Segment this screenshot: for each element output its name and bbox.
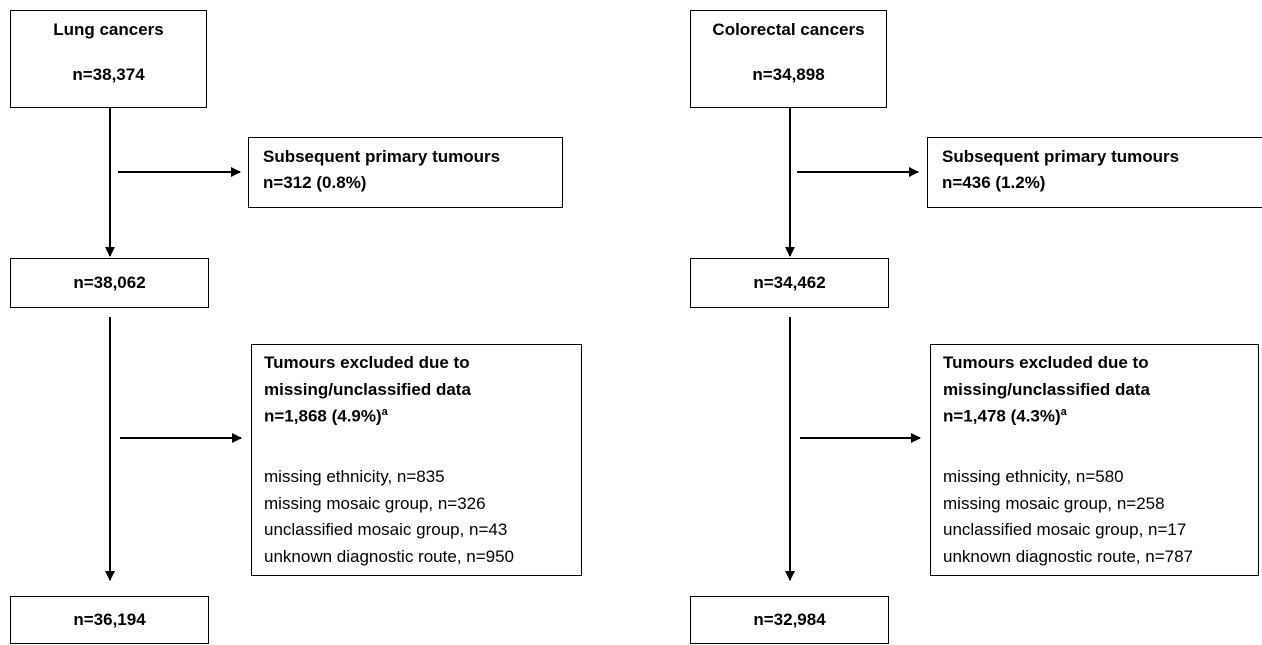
final-box: n=32,984 <box>690 596 889 644</box>
excluded-reason: unclassified mosaic group, n=17 <box>943 520 1187 539</box>
excluded-title: Tumours excluded due to <box>943 353 1149 372</box>
excluded-box: Tumours excluded due to missing/unclassif… <box>251 344 582 576</box>
excluded-reason: missing ethnicity, n=580 <box>943 467 1124 486</box>
remaining-n: n=34,462 <box>753 273 826 292</box>
start-n: n=34,898 <box>752 65 825 84</box>
start-box: Colorectal cancers n=34,898 <box>690 10 887 108</box>
remaining-box: n=38,062 <box>10 258 209 308</box>
excluded-n-text: n=1,868 (4.9%) <box>264 406 382 426</box>
excluded-n: n=1,478 (4.3%)a <box>943 406 1067 427</box>
excluded-title: Tumours excluded due to <box>264 353 470 372</box>
remaining-n: n=38,062 <box>73 273 146 292</box>
start-title: Lung cancers <box>53 20 164 39</box>
start-title: Colorectal cancers <box>712 20 865 39</box>
excluded-reason: missing ethnicity, n=835 <box>264 467 445 486</box>
excluded-box: Tumours excluded due to missing/unclassif… <box>930 344 1259 576</box>
excluded-title: missing/unclassified data <box>264 379 471 399</box>
subsequent-box: Subsequent primary tumours n=312 (0.8%) <box>248 137 563 208</box>
subsequent-title: Subsequent primary tumours <box>942 147 1180 166</box>
footnote-mark: a <box>381 406 388 418</box>
excluded-reason: unknown diagnostic route, n=950 <box>264 546 514 566</box>
subsequent-n: n=436 (1.2%) <box>942 173 1046 192</box>
start-n: n=38,374 <box>72 65 145 84</box>
subsequent-box: Subsequent primary tumours n=436 (1.2%) <box>927 137 1262 208</box>
excluded-n: n=1,868 (4.9%)a <box>264 406 388 427</box>
excluded-reason: unknown diagnostic route, n=787 <box>943 546 1193 566</box>
remaining-box: n=34,462 <box>690 258 889 308</box>
excluded-n-text: n=1,478 (4.3%) <box>943 406 1061 426</box>
excluded-reason: unclassified mosaic group, n=43 <box>264 520 508 539</box>
subsequent-n: n=312 (0.8%) <box>263 173 367 192</box>
excluded-title: missing/unclassified data <box>943 379 1150 399</box>
footnote-mark: a <box>1060 406 1067 418</box>
final-n: n=32,984 <box>753 610 826 629</box>
excluded-reason: missing mosaic group, n=258 <box>943 493 1165 513</box>
final-n: n=36,194 <box>73 610 146 629</box>
excluded-reason: missing mosaic group, n=326 <box>264 493 486 513</box>
final-box: n=36,194 <box>10 596 209 644</box>
start-box: Lung cancers n=38,374 <box>10 10 207 108</box>
subsequent-title: Subsequent primary tumours <box>263 147 501 166</box>
